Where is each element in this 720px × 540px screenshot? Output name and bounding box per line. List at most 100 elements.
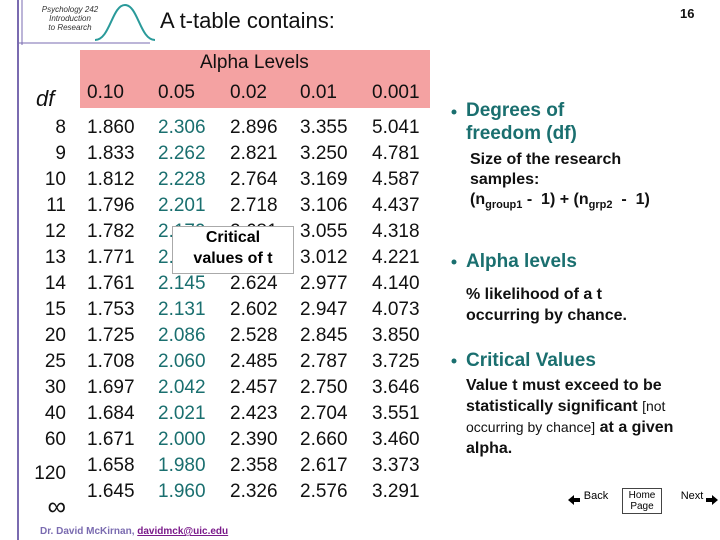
t-value: 1.708 bbox=[87, 351, 135, 372]
t-value: 3.291 bbox=[372, 481, 420, 502]
t-value: 3.355 bbox=[300, 117, 348, 138]
t-value: 2.390 bbox=[230, 429, 278, 450]
t-value: 1.753 bbox=[87, 299, 135, 320]
t-value: 2.201 bbox=[158, 195, 206, 216]
text: Value t must exceed to be statistically … bbox=[466, 377, 662, 415]
df-label: 14 bbox=[44, 273, 66, 294]
t-value: 2.787 bbox=[300, 351, 348, 372]
footer-author: Dr. David McKirnan, davidmck@uic.edu bbox=[40, 526, 228, 537]
t-value: 2.042 bbox=[158, 377, 206, 398]
t-value: 3.551 bbox=[372, 403, 420, 424]
t-value: 2.145 bbox=[158, 273, 206, 294]
t-value: 1.671 bbox=[87, 429, 135, 450]
heading: Degrees of freedom (df) bbox=[466, 100, 577, 144]
logo-line: to Research bbox=[48, 23, 92, 32]
t-value: 2.977 bbox=[300, 273, 348, 294]
t-value: 4.437 bbox=[372, 195, 420, 216]
bullet-text: Value t must exceed to be statistically … bbox=[466, 375, 701, 459]
text: Size of the research samples: bbox=[470, 151, 622, 188]
t-value: 2.262 bbox=[158, 143, 206, 164]
df-label: 11 bbox=[46, 195, 66, 216]
df-label: 120 bbox=[34, 463, 66, 484]
email-link[interactable]: davidmck@uic.edu bbox=[137, 526, 229, 537]
t-value: 2.228 bbox=[158, 169, 206, 190]
t-value: 3.460 bbox=[372, 429, 420, 450]
t-value: 2.624 bbox=[230, 273, 278, 294]
t-value: 2.764 bbox=[230, 169, 278, 190]
next-button[interactable]: Next bbox=[680, 490, 704, 502]
t-value: 1.812 bbox=[87, 169, 135, 190]
t-value: 2.845 bbox=[300, 325, 348, 346]
t-value: 2.718 bbox=[230, 195, 278, 216]
bullet-heading: Critical Values bbox=[466, 350, 596, 371]
t-value: 3.646 bbox=[372, 377, 420, 398]
t-value: 1.796 bbox=[87, 195, 135, 216]
t-value: 2.704 bbox=[300, 403, 348, 424]
page-number: 16 bbox=[680, 6, 695, 21]
t-value: 2.602 bbox=[230, 299, 278, 320]
column-header: 0.01 bbox=[300, 82, 337, 103]
t-value: 2.131 bbox=[158, 299, 206, 320]
author: Dr. David McKirnan, bbox=[40, 526, 135, 537]
t-value: 3.250 bbox=[300, 143, 348, 164]
t-value: 4.318 bbox=[372, 221, 420, 242]
df-label: 9 bbox=[55, 143, 66, 164]
t-value: 2.326 bbox=[230, 481, 278, 502]
t-value: 2.896 bbox=[230, 117, 278, 138]
t-value: 5.041 bbox=[372, 117, 420, 138]
df-label: ∞ bbox=[47, 491, 66, 521]
t-value: 4.781 bbox=[372, 143, 420, 164]
text: [not occurring by chance] bbox=[466, 398, 666, 435]
t-value: 2.060 bbox=[158, 351, 206, 372]
df-label: 10 bbox=[44, 169, 66, 190]
back-button[interactable]: Back bbox=[583, 490, 609, 502]
t-value: 4.221 bbox=[372, 247, 420, 268]
t-value: 1.860 bbox=[87, 117, 135, 138]
t-value: 1.771 bbox=[87, 247, 135, 268]
formula-part: - 1) + (n bbox=[522, 191, 589, 208]
df-label: 60 bbox=[44, 429, 66, 450]
logo-line: Psychology 242 bbox=[41, 5, 99, 14]
formula-sub: grp2 bbox=[588, 199, 613, 212]
bullet-heading: Degrees of freedom (df) bbox=[466, 100, 616, 146]
column-header: 0.001 bbox=[372, 82, 420, 103]
t-value: 2.306 bbox=[158, 117, 206, 138]
t-value: 3.106 bbox=[300, 195, 348, 216]
formula: (ngroup1 - 1) + (ngrp2 - 1) bbox=[470, 190, 650, 215]
t-value: 1.645 bbox=[87, 481, 135, 502]
formula-sub: group1 bbox=[485, 199, 523, 212]
t-value: 2.000 bbox=[158, 429, 206, 450]
t-value: 1.980 bbox=[158, 455, 206, 476]
df-label: 12 bbox=[44, 221, 66, 242]
df-label: 15 bbox=[44, 299, 66, 320]
t-value: 1.697 bbox=[87, 377, 135, 398]
home-button[interactable]: Home Page bbox=[622, 488, 662, 514]
t-value: 2.947 bbox=[300, 299, 348, 320]
bullet-text: % likelihood of a t occurring by chance. bbox=[466, 286, 627, 324]
t-value: 1.658 bbox=[87, 455, 135, 476]
bullet-heading: Alpha levels bbox=[466, 251, 577, 272]
t-value: 3.373 bbox=[372, 455, 420, 476]
t-value: 2.457 bbox=[230, 377, 278, 398]
t-value: 4.140 bbox=[372, 273, 420, 294]
t-value: 2.086 bbox=[158, 325, 206, 346]
t-value: 3.850 bbox=[372, 325, 420, 346]
t-value: 2.021 bbox=[158, 403, 206, 424]
column-header: 0.02 bbox=[230, 82, 267, 103]
formula-part: - 1) bbox=[612, 191, 650, 208]
callout: Critical values of t bbox=[172, 226, 294, 274]
t-value: 2.750 bbox=[300, 377, 348, 398]
t-value: 2.358 bbox=[230, 455, 278, 476]
t-value: 2.576 bbox=[300, 481, 348, 502]
slide-title: A t-table contains: bbox=[160, 8, 335, 33]
bullet-text: Size of the research samples: (ngroup1 - … bbox=[470, 150, 650, 215]
column-header: 0.05 bbox=[158, 82, 195, 103]
t-value: 2.660 bbox=[300, 429, 348, 450]
logo: Psychology 242 Introduction to Research bbox=[30, 5, 110, 32]
t-value: 2.528 bbox=[230, 325, 278, 346]
callout-line: Critical bbox=[205, 229, 261, 246]
t-value: 4.587 bbox=[372, 169, 420, 190]
t-value: 1.684 bbox=[87, 403, 135, 424]
column-header: 0.10 bbox=[87, 82, 124, 103]
